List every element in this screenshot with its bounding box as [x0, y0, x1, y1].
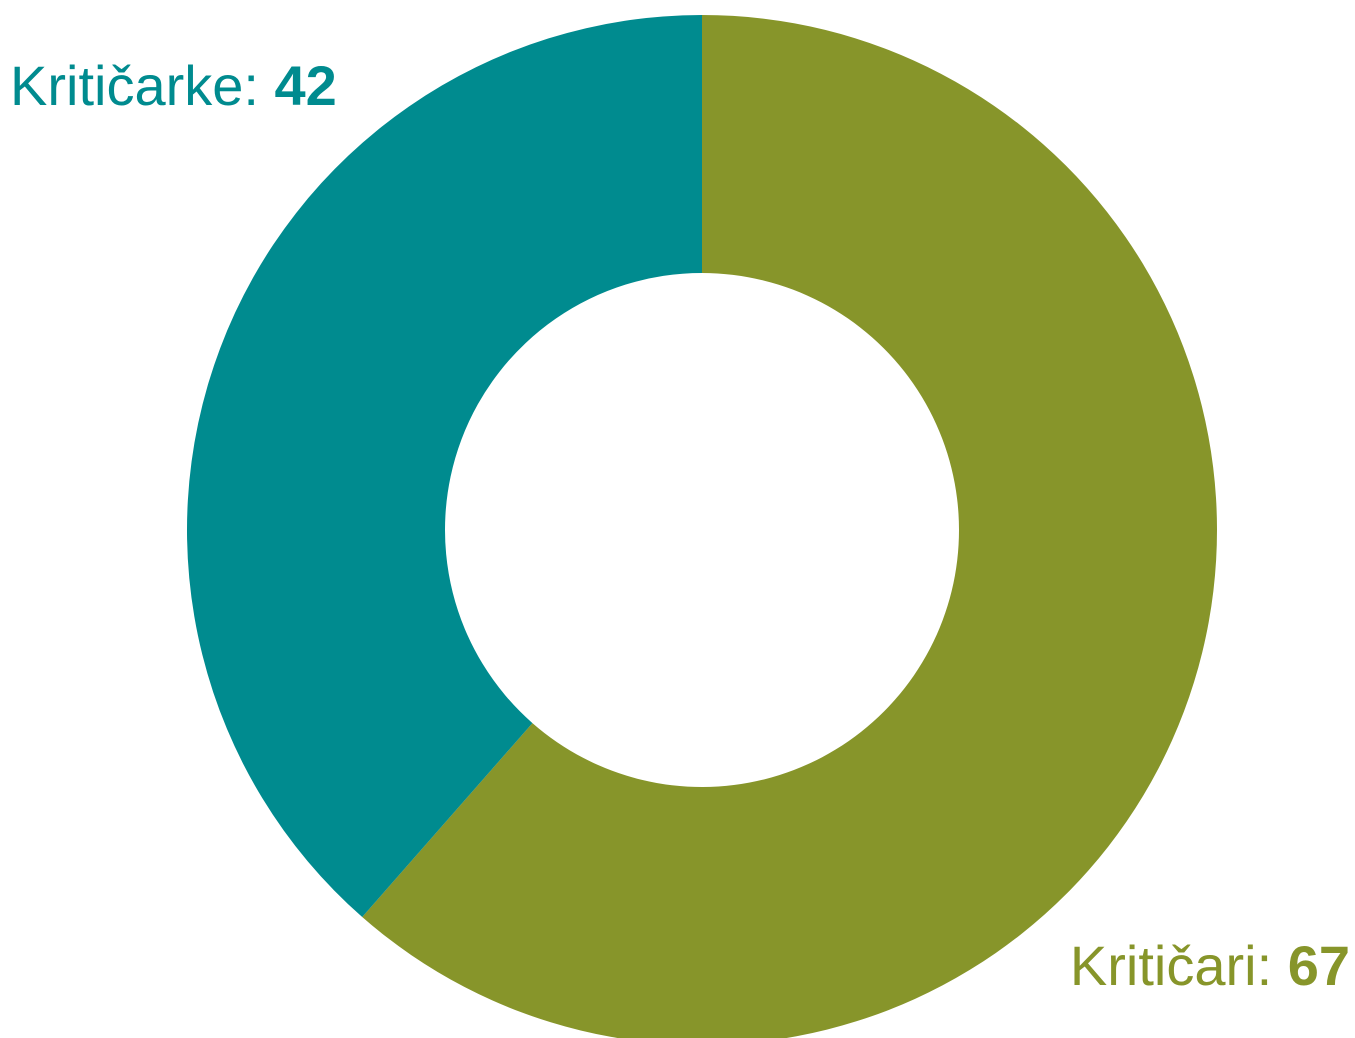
- segment-label: Kritičarke: 42: [10, 54, 337, 117]
- segment-name: Kritičari:: [1070, 934, 1272, 997]
- segment-label: Kritičari: 67: [1070, 934, 1350, 997]
- segment-name: Kritičarke:: [10, 54, 259, 117]
- donut-segment: [362, 15, 1217, 1038]
- segment-value: 67: [1288, 934, 1350, 997]
- donut-segment: [187, 15, 702, 917]
- segment-value: 42: [275, 54, 337, 117]
